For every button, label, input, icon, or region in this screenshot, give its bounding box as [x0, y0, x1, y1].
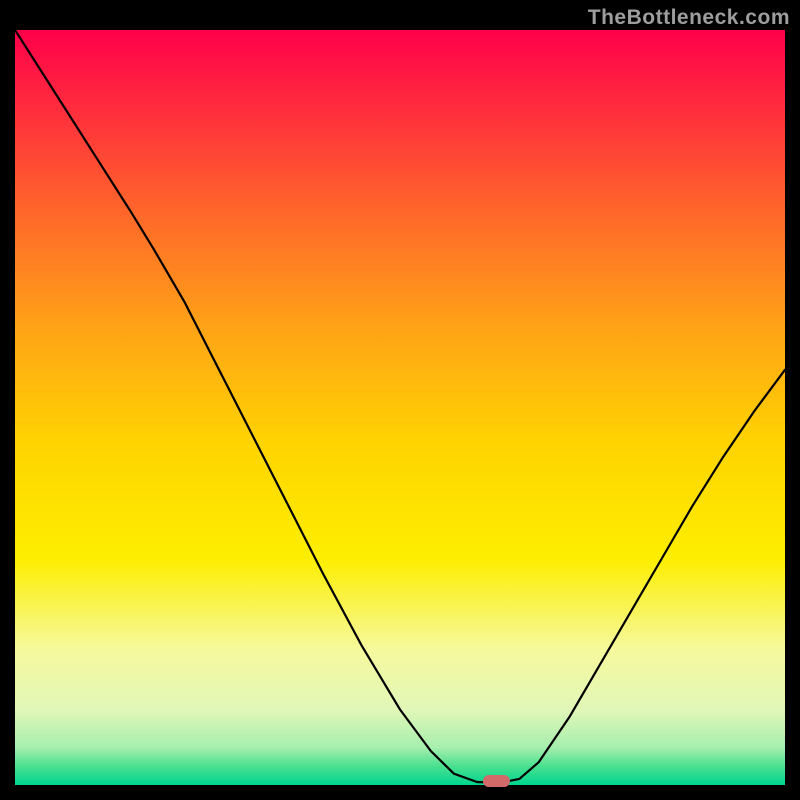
optimum-marker [483, 775, 510, 787]
plot-area [15, 30, 785, 785]
curve-layer [15, 30, 785, 785]
optimum-marker-rect [483, 775, 510, 787]
chart-container: TheBottleneck.com [0, 0, 800, 800]
bottleneck-curve [15, 30, 785, 783]
watermark-label: TheBottleneck.com [588, 6, 790, 30]
